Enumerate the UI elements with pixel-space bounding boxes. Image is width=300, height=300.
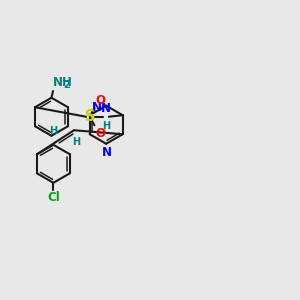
Text: NH: NH bbox=[53, 76, 73, 88]
Text: N: N bbox=[102, 146, 112, 159]
Text: S: S bbox=[85, 109, 95, 124]
Text: O: O bbox=[96, 127, 106, 140]
Text: H: H bbox=[49, 125, 57, 136]
Text: 2: 2 bbox=[63, 80, 70, 90]
Text: O: O bbox=[96, 94, 106, 107]
Text: H: H bbox=[72, 137, 80, 147]
Text: N: N bbox=[92, 101, 102, 114]
Text: N: N bbox=[101, 102, 111, 115]
Text: Cl: Cl bbox=[47, 191, 60, 204]
Text: H: H bbox=[102, 121, 110, 131]
